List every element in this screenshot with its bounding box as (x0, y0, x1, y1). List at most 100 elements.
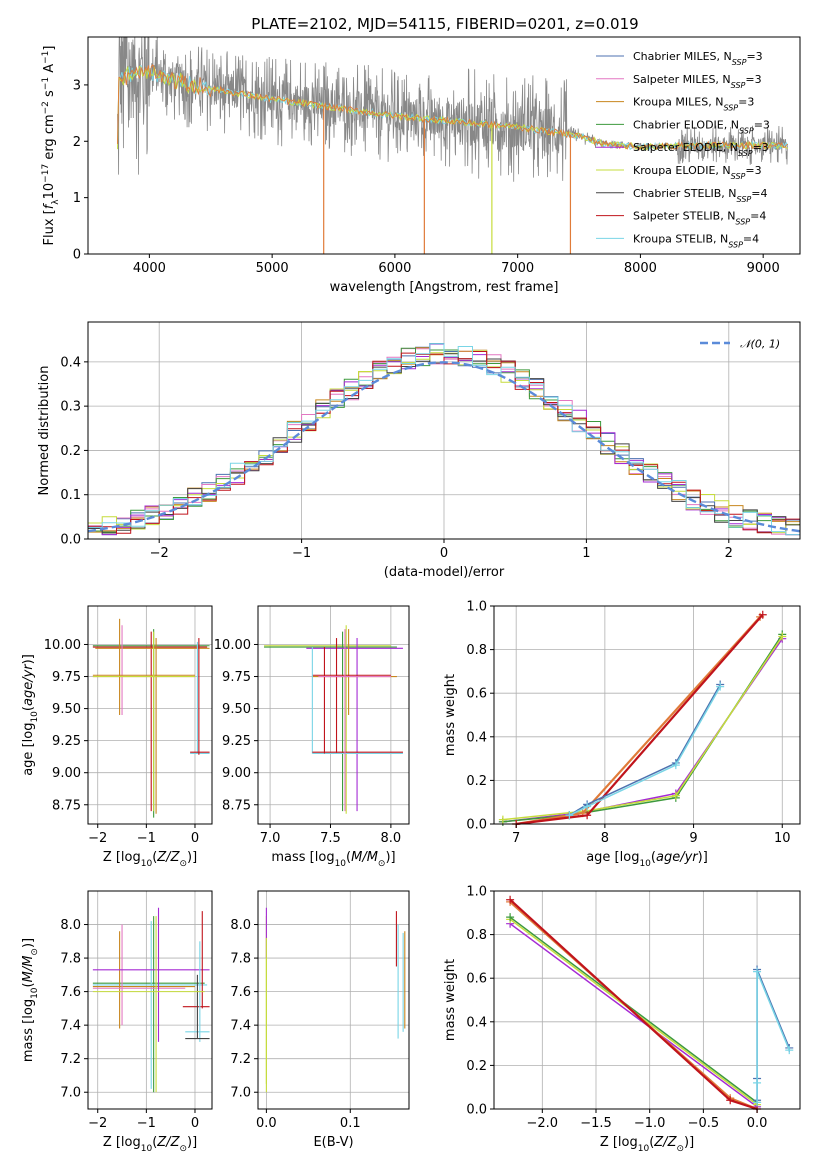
mass-weight-marker (753, 967, 762, 976)
y-tick-label: 0.2 (60, 444, 81, 459)
mass-weight-line (509, 916, 758, 1104)
axes-frame (493, 890, 801, 1110)
axes-frame (87, 36, 801, 255)
axes-frame (257, 890, 410, 1110)
y-tick-label: 0.3 (60, 400, 81, 415)
y-tick-label: 0.1 (60, 488, 81, 503)
mass-weight-marker (785, 1046, 794, 1055)
mass-weight-marker (758, 610, 767, 619)
y-tick-label: 0.0 (60, 533, 81, 548)
legend-entry: Kroupa ELODIE, NSSP=3 (633, 164, 762, 181)
axes-frame (87, 605, 213, 825)
histogram-step-line (88, 351, 800, 534)
model-spectrum-line (117, 63, 788, 151)
normal-reference-curve (88, 361, 800, 533)
y-tick-label: 8.0 (230, 918, 251, 933)
mass-weight-marker (506, 895, 515, 904)
y-tick-label: 9.00 (222, 766, 251, 781)
y-tick-label: 0.0 (466, 818, 487, 833)
mass-weight-line (569, 686, 721, 816)
y-tick-label: 0.8 (466, 643, 487, 658)
y-tick-label: 0.4 (466, 730, 487, 745)
x-axis-label: mass [log10(M/M⊙)] (271, 850, 395, 869)
x-tick-label: 10 (774, 831, 791, 846)
legend-entry: 𝒩(0, 1) (740, 338, 780, 351)
y-tick-label: 10.00 (44, 638, 81, 653)
x-tick-label: 0 (191, 831, 199, 846)
x-tick-label: 0.0 (747, 1116, 768, 1131)
x-tick-label: 0.0 (256, 1116, 277, 1131)
y-tick-label: 9.00 (52, 766, 81, 781)
y-tick-label: 8.75 (222, 798, 251, 813)
mass-weight-vs-metallicity-panel: −2.0 −1.5 −1.0 −0.5 0.0 0.0 0.2 0.4 0.6 0.8 1.0 Z [… (443, 885, 801, 1154)
y-tick-label: 10.00 (214, 638, 251, 653)
x-tick-label: −1 (137, 1116, 156, 1131)
y-tick-label: 3 (73, 78, 81, 93)
mass-weight-marker (671, 761, 680, 770)
mass-vs-metallicity-panel: −2 −1 0 7.0 7.2 7.4 7.6 7.8 8.0 Z [log10(Z/Z⊙)] ma… (21, 890, 213, 1154)
mass-weight-line (516, 616, 761, 826)
mass-weight-line (502, 636, 783, 821)
x-tick-label: −0.5 (688, 1116, 720, 1131)
y-axis-label: age [log10(age/yr)] (21, 654, 40, 776)
x-tick-label: 1 (582, 546, 590, 561)
mass-weight-marker (778, 632, 787, 641)
y-tick-label: 0.2 (466, 1059, 487, 1074)
x-tick-label: 2 (725, 546, 733, 561)
y-tick-label: 0.2 (466, 774, 487, 789)
mass-weight-marker (671, 791, 680, 800)
mass-weight-marker (565, 811, 574, 820)
y-tick-label: 0.6 (466, 687, 487, 702)
y-tick-label: 7.6 (230, 985, 251, 1000)
age-vs-mass-panel: 7.0 7.5 8.0 8.75 9.00 9.25 9.50 9.75 10.00 mass [… (214, 605, 410, 869)
x-axis-label: age [log10(age/yr)] (586, 850, 708, 869)
legend-entry: Salpeter STELIB, NSSP=4 (633, 210, 766, 227)
legend-entry: Salpeter ELODIE, NSSP=3 (633, 141, 769, 158)
y-axis-label: Normed distribution (37, 366, 52, 496)
x-axis-label: wavelength [Angstrom, rest frame] (330, 280, 559, 295)
mass-weight-line (516, 613, 764, 826)
legend-entry: Kroupa MILES, NSSP=3 (633, 96, 754, 113)
mass-weight-line (569, 684, 721, 816)
spectrum-panel: 4000 5000 6000 7000 8000 9000 0 1 2 3 wavelength [… (41, 36, 801, 295)
mass-weight-marker (506, 913, 515, 922)
y-tick-label: 8.75 (52, 798, 81, 813)
y-tick-label: 9.50 (52, 702, 81, 717)
x-tick-label: −1 (292, 546, 311, 561)
x-axis-label: Z [log10(Z/Z⊙)] (103, 850, 197, 869)
mass-weight-marker (583, 802, 592, 811)
mass-weight-marker (498, 815, 507, 824)
mass-weight-marker (716, 682, 725, 691)
x-tick-label: 0.1 (340, 1116, 361, 1131)
y-tick-label: 7.4 (230, 1019, 251, 1034)
y-tick-label: 9.25 (52, 734, 81, 749)
y-axis-label: mass weight (443, 959, 458, 1041)
mass-weight-line (756, 969, 790, 1101)
y-tick-label: 9.50 (222, 702, 251, 717)
age-vs-metallicity-panel: −2 −1 0 8.75 9.00 9.25 9.50 9.75 10.00 Z [log10(Z… (21, 605, 213, 869)
y-axis-label: mass [log10(M/M⊙)] (21, 938, 40, 1062)
y-tick-label: 7.2 (230, 1052, 251, 1067)
x-tick-label: −2.0 (527, 1116, 559, 1131)
mass-weight-marker (753, 1078, 762, 1087)
x-tick-label: 6000 (378, 261, 411, 276)
x-axis-label: E(B-V) (313, 1135, 353, 1150)
y-tick-label: 1.0 (466, 600, 487, 615)
x-tick-label: 5000 (256, 261, 289, 276)
x-tick-label: 0 (191, 1116, 199, 1131)
x-tick-label: 9000 (747, 261, 780, 276)
x-tick-label: 8.0 (381, 831, 402, 846)
y-tick-label: 1 (73, 191, 81, 206)
mass-weight-line (756, 971, 790, 1103)
y-tick-label: 0.4 (60, 355, 81, 370)
x-tick-label: −1.0 (634, 1116, 666, 1131)
y-tick-label: 7.8 (230, 952, 251, 967)
y-tick-label: 0 (73, 248, 81, 263)
y-tick-label: 2 (73, 135, 81, 150)
axes-frame (87, 890, 213, 1110)
y-tick-label: 0.6 (466, 972, 487, 987)
x-tick-label: 7000 (501, 261, 534, 276)
y-tick-label: 8.0 (60, 918, 81, 933)
x-tick-label: 7.5 (320, 831, 341, 846)
